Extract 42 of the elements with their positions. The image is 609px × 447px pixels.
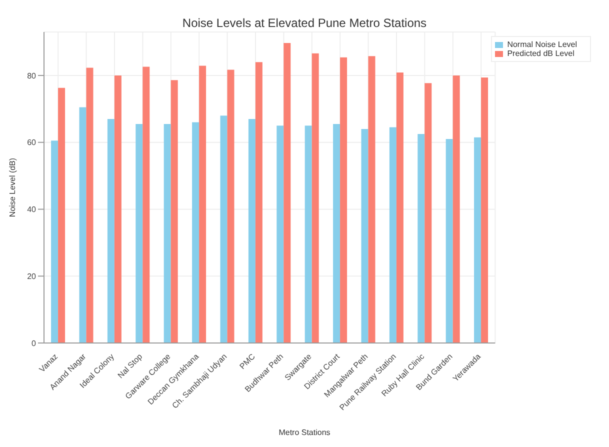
bar <box>220 116 228 343</box>
bar <box>136 124 143 343</box>
bar <box>170 80 178 343</box>
bar <box>142 66 150 343</box>
bar <box>424 83 432 343</box>
bar <box>396 72 404 343</box>
bar <box>255 62 262 343</box>
bar <box>340 57 348 343</box>
bar <box>248 118 256 343</box>
y-tick-label: 0 <box>32 338 37 348</box>
bar <box>199 66 206 343</box>
bar <box>86 68 94 343</box>
bar <box>474 137 482 343</box>
bar <box>276 126 284 343</box>
bar <box>192 122 200 343</box>
bar <box>333 124 340 343</box>
bar <box>114 75 122 343</box>
bar <box>51 140 58 343</box>
bar <box>312 53 319 343</box>
bar <box>418 134 425 343</box>
bar <box>452 75 460 343</box>
y-axis-title: Noise Level (dB) <box>8 158 17 218</box>
bar <box>446 139 453 343</box>
chart-title: Noise Levels at Elevated Pune Metro Stations <box>181 16 428 30</box>
legend-label: Normal Noise Level <box>507 40 577 49</box>
bar <box>227 70 234 343</box>
legend-label: Predicted dB Level <box>507 49 574 58</box>
bar <box>481 77 488 343</box>
bar <box>79 107 86 343</box>
bar <box>58 88 66 343</box>
bar <box>164 124 171 343</box>
bar <box>361 128 368 343</box>
bar <box>389 127 396 343</box>
y-tick-label: 20 <box>27 272 37 281</box>
y-tick-label: 60 <box>27 138 37 148</box>
bar <box>304 126 312 343</box>
bar <box>107 118 114 343</box>
bar <box>284 43 291 343</box>
y-tick-label: 40 <box>27 205 37 214</box>
x-axis-title: Metro Stations <box>278 428 332 437</box>
y-tick-label: 80 <box>27 71 37 80</box>
bar <box>368 56 376 343</box>
